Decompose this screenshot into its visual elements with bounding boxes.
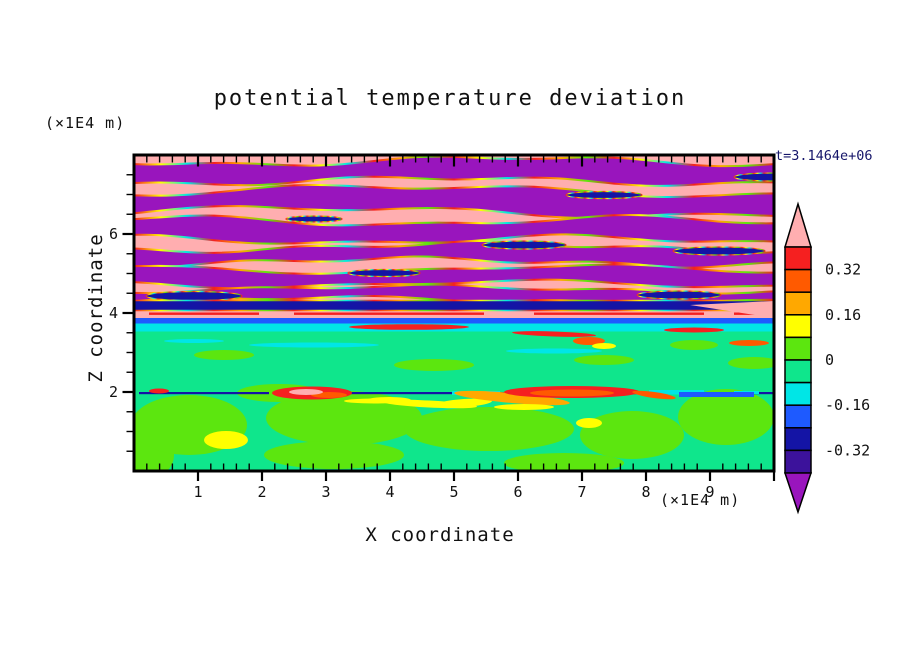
svg-text:6: 6 [513, 483, 522, 501]
svg-text:-0.16: -0.16 [825, 396, 870, 414]
x-axis-unit-label: (×1E4 m) [660, 491, 741, 509]
chart-title: potential temperature deviation [213, 86, 687, 111]
svg-text:0.16: 0.16 [825, 306, 861, 324]
time-annotation: t=3.1464e+06 [775, 148, 873, 164]
y-axis-unit-label: (×1E4 m) [45, 114, 126, 132]
x-axis-title: X coordinate [365, 524, 515, 546]
svg-text:6: 6 [109, 225, 118, 243]
svg-text:2: 2 [109, 383, 118, 401]
svg-text:-0.32: -0.32 [825, 441, 870, 459]
svg-text:4: 4 [109, 304, 118, 322]
svg-text:3: 3 [321, 483, 330, 501]
svg-text:9: 9 [705, 483, 714, 501]
svg-text:7: 7 [577, 483, 586, 501]
svg-text:4: 4 [385, 483, 394, 501]
contour-plot: 1 2 3 4 5 6 7 8 9 2 4 6 [109, 153, 776, 501]
svg-text:1: 1 [193, 483, 202, 501]
svg-text:8: 8 [641, 483, 650, 501]
svg-text:2: 2 [257, 483, 266, 501]
svg-text:5: 5 [449, 483, 458, 501]
svg-text:0.32: 0.32 [825, 261, 861, 279]
svg-text:0: 0 [825, 351, 834, 369]
colorbar: 0.32 0.16 0 -0.16 -0.32 [783, 201, 870, 515]
